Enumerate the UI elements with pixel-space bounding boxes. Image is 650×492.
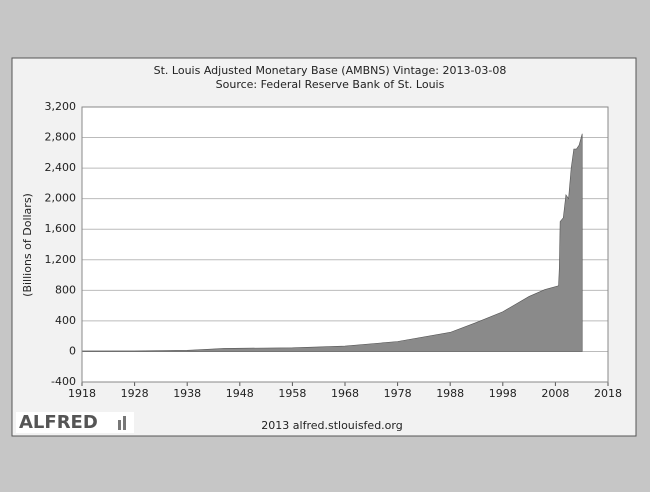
x-tick-label: 1988 bbox=[436, 387, 464, 400]
y-tick-label: 400 bbox=[55, 314, 76, 327]
y-tick-label: 2,400 bbox=[45, 161, 77, 174]
y-tick-label: 800 bbox=[55, 283, 76, 296]
x-tick-label: 2008 bbox=[541, 387, 569, 400]
y-tick-label: 3,200 bbox=[45, 100, 77, 113]
logo: ALFRED bbox=[19, 412, 98, 433]
x-tick-label: 1918 bbox=[68, 387, 96, 400]
logo-icon bbox=[123, 416, 126, 430]
y-tick-label: 1,600 bbox=[45, 222, 77, 235]
y-tick-label: -400 bbox=[51, 375, 76, 388]
x-tick-label: 1938 bbox=[173, 387, 201, 400]
chart-subtitle: Source: Federal Reserve Bank of St. Loui… bbox=[216, 78, 445, 91]
y-tick-label: 1,200 bbox=[45, 253, 77, 266]
plot-border bbox=[81, 106, 609, 383]
x-tick-label: 1978 bbox=[384, 387, 412, 400]
logo-icon bbox=[118, 420, 121, 430]
footer: 2013 alfred.stlouisfed.org bbox=[261, 419, 402, 432]
x-tick-label: 1998 bbox=[489, 387, 517, 400]
x-tick-label: 1958 bbox=[278, 387, 306, 400]
area bbox=[81, 133, 583, 352]
y-tick-label: 2,000 bbox=[45, 192, 77, 205]
y-tick-label: 0 bbox=[69, 344, 76, 357]
y-tick-label: 2,800 bbox=[45, 131, 77, 144]
y-axis-label: (Billions of Dollars) bbox=[21, 193, 34, 297]
x-tick-label: 1948 bbox=[226, 387, 254, 400]
chart-title: St. Louis Adjusted Monetary Base (AMBNS)… bbox=[154, 64, 507, 77]
logo-box bbox=[16, 412, 134, 433]
x-tick-label: 1928 bbox=[121, 387, 149, 400]
x-tick-label: 2018 bbox=[594, 387, 622, 400]
x-tick-label: 1968 bbox=[331, 387, 359, 400]
